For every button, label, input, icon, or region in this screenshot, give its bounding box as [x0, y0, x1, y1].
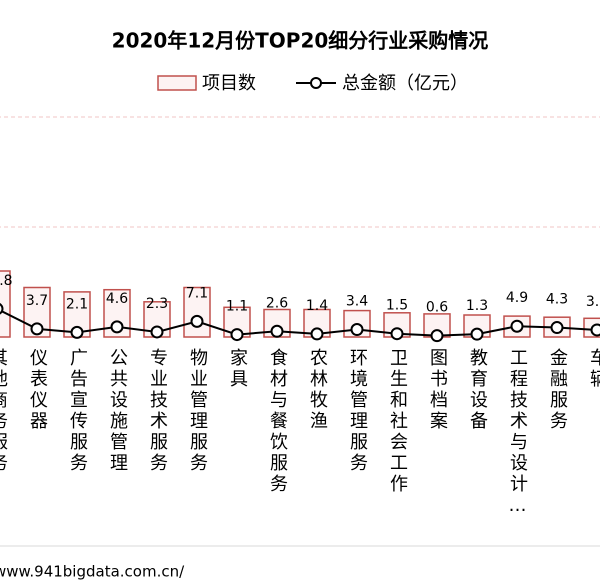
line-marker — [390, 327, 404, 341]
chart-frame — [0, 545, 600, 547]
x-tick-label: 家具 — [227, 348, 248, 390]
legend-label: 项目数 — [202, 73, 256, 94]
x-tick-label: 图书档案 — [427, 348, 448, 432]
x-tick-label: 其他商务服务 — [0, 348, 8, 474]
x-tick-label: 专业技术服务 — [147, 348, 168, 474]
bar — [0, 270, 11, 338]
data-label: 7.1 — [186, 285, 208, 301]
x-tick-label: 工程技术与设计… — [507, 348, 528, 519]
line-marker — [30, 322, 44, 336]
data-label: 2.1 — [66, 296, 88, 312]
x-tick-label: 教育设备 — [467, 348, 488, 432]
x-tick-label: 仪表仪器 — [27, 348, 48, 432]
line-marker — [310, 327, 324, 341]
data-label: 3.4 — [346, 294, 368, 310]
x-tick-label: 食材与餐饮服务 — [267, 348, 288, 495]
line-marker — [550, 321, 564, 335]
data-label: 3.7 — [26, 293, 48, 309]
legend-label: 总金额（亿元） — [342, 73, 468, 94]
x-tick-label: 环境管理服务 — [347, 348, 368, 474]
line-marker — [470, 327, 484, 341]
footer: http://www.941bigdata.com.cn/ — [0, 563, 185, 581]
x-tick-label: 车辆 — [587, 348, 600, 390]
line-marker — [110, 320, 124, 334]
x-tick-label: 公共设施管理 — [107, 348, 128, 474]
x-tick-label: 农林牧渔 — [307, 348, 328, 432]
line-marker — [150, 325, 164, 339]
x-tick-label: 金融服务 — [547, 348, 568, 432]
line-marker — [70, 325, 84, 339]
data-label: 1.4 — [306, 298, 328, 314]
data-label: 1.1 — [226, 299, 248, 315]
data-label: 4.6 — [106, 291, 128, 307]
data-label: 12.8 — [0, 273, 13, 289]
data-label: 2.3 — [146, 296, 168, 312]
line-marker — [190, 314, 204, 328]
legend-swatch — [157, 75, 197, 91]
legend: 项目数 总金额（亿元） — [157, 73, 468, 94]
line-marker — [0, 303, 4, 315]
data-label: 1.5 — [386, 298, 408, 314]
chart-title: 2020年12月份TOP20细分行业采购情况 — [112, 29, 489, 53]
line-marker — [350, 323, 364, 337]
data-label: 4.9 — [506, 290, 528, 306]
line — [0, 309, 598, 337]
x-tick-label: 卫生和社会工作 — [387, 348, 408, 495]
x-tick-label: 广告宣传服务 — [67, 348, 88, 474]
data-label: 0.6 — [426, 300, 448, 316]
x-tick-label: 物业管理服务 — [187, 348, 208, 474]
data-label: 3.2 — [586, 294, 600, 310]
line-marker — [230, 328, 244, 342]
legend-marker — [310, 77, 322, 89]
line-marker — [430, 329, 444, 343]
line-marker — [270, 324, 284, 338]
data-label: 4.3 — [546, 292, 568, 308]
data-label: 2.6 — [266, 295, 288, 311]
data-label: 1.3 — [466, 298, 488, 314]
bar — [183, 286, 211, 338]
line-marker — [590, 323, 600, 337]
line-marker — [510, 319, 524, 333]
